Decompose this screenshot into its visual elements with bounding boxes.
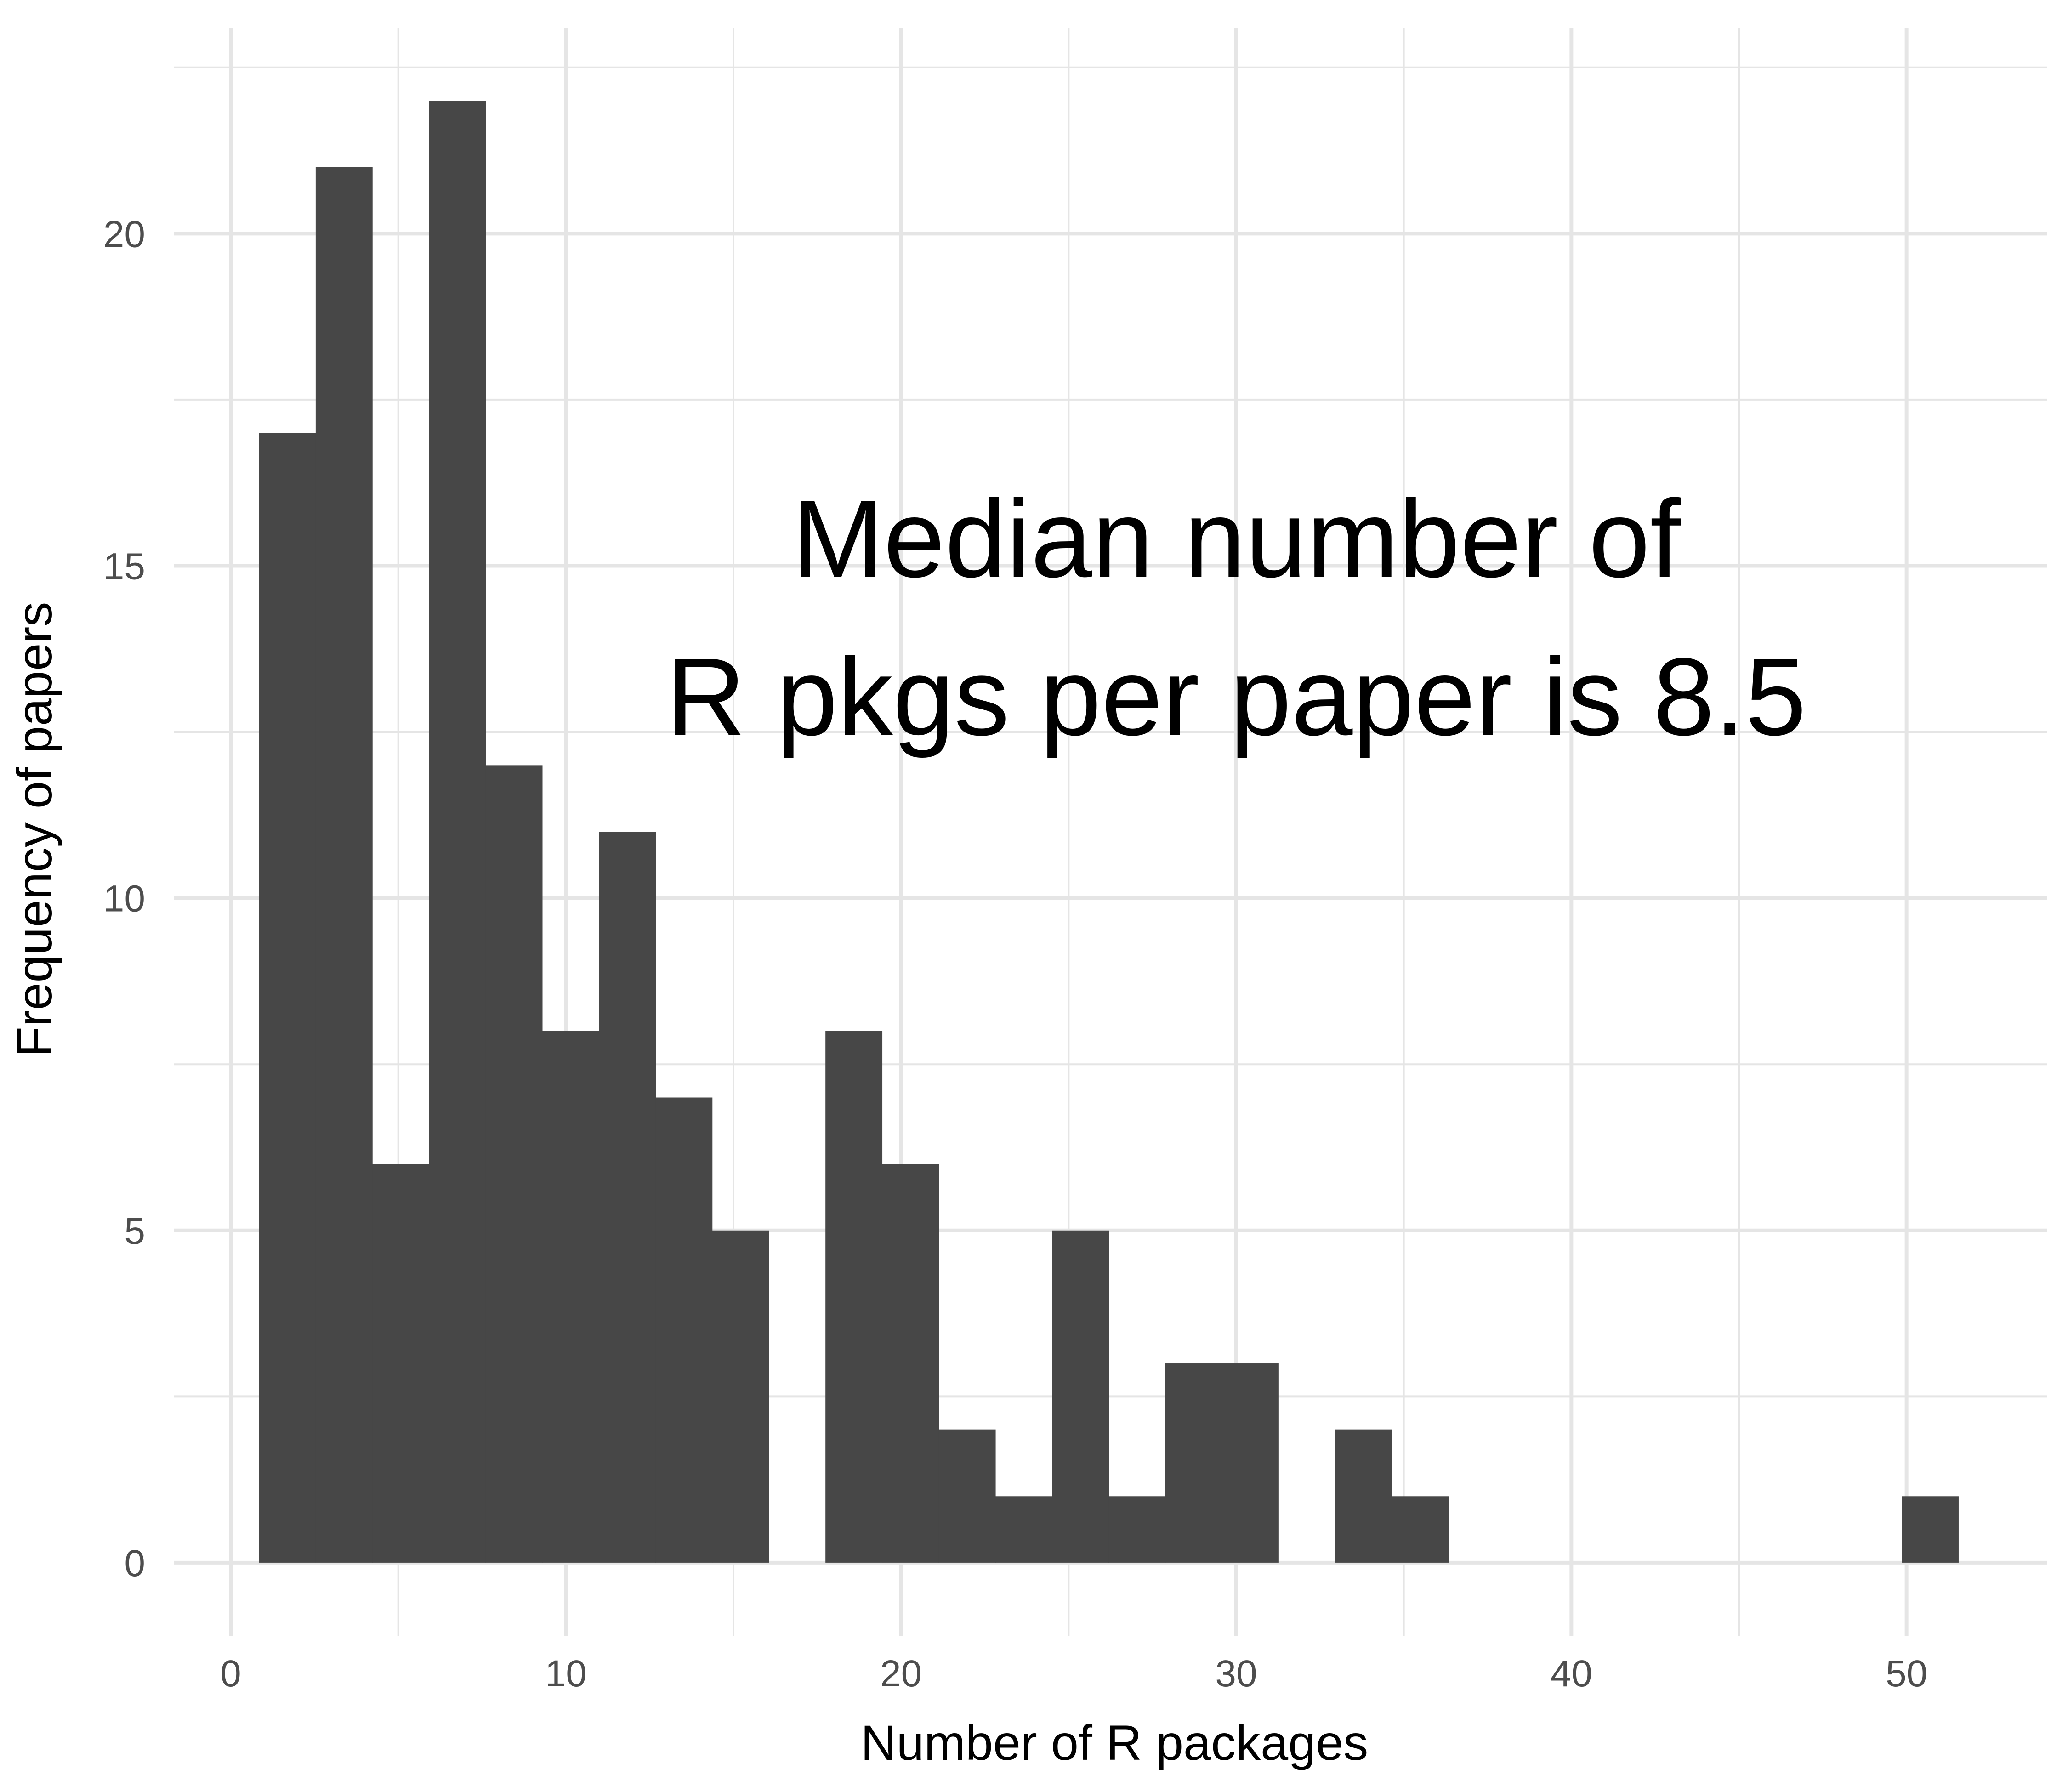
- x-tick-label: 0: [220, 1653, 241, 1695]
- histogram-bars: [259, 101, 1959, 1563]
- histogram-bar: [825, 1031, 883, 1563]
- x-axis-tick-labels: 0 10 20 30 40 50: [220, 1653, 1927, 1695]
- y-tick-label: 0: [124, 1542, 145, 1584]
- histogram-bar: [1052, 1230, 1109, 1563]
- histogram-bar: [1222, 1363, 1279, 1563]
- histogram-bar: [938, 1429, 996, 1563]
- y-tick-label: 5: [124, 1210, 145, 1252]
- histogram-bar: [655, 1097, 713, 1563]
- histogram-bar: [1165, 1363, 1222, 1563]
- histogram-bar: [1392, 1496, 1449, 1563]
- y-axis-tick-labels: 0 5 10 15 20: [103, 213, 145, 1584]
- histogram-bar: [599, 832, 656, 1563]
- median-annotation-line-2: R pkgs per paper is 8.5: [666, 635, 1806, 758]
- histogram-bar: [995, 1496, 1052, 1563]
- y-tick-label: 10: [103, 878, 145, 920]
- histogram-bar: [712, 1230, 769, 1563]
- x-tick-label: 50: [1886, 1653, 1927, 1695]
- histogram-bar: [882, 1164, 939, 1563]
- histogram-bar: [1335, 1429, 1392, 1563]
- y-tick-label: 20: [103, 213, 145, 255]
- x-tick-label: 20: [880, 1653, 922, 1695]
- x-tick-label: 10: [545, 1653, 587, 1695]
- histogram-bar: [429, 101, 486, 1563]
- median-annotation: Median number of R pkgs per paper is 8.5: [666, 477, 1806, 758]
- median-annotation-line-1: Median number of: [792, 477, 1682, 600]
- minor-gridlines: [174, 28, 2047, 1636]
- x-tick-label: 30: [1215, 1653, 1257, 1695]
- histogram-bar: [542, 1031, 599, 1563]
- histogram-bar: [1902, 1496, 1959, 1563]
- histogram-bar: [485, 765, 543, 1563]
- y-axis-title: Frequency of papers: [6, 602, 62, 1057]
- histogram-bar: [259, 433, 316, 1563]
- histogram-bar: [372, 1164, 429, 1563]
- histogram-bar: [1108, 1496, 1166, 1563]
- histogram-bar: [315, 167, 373, 1563]
- x-tick-label: 40: [1551, 1653, 1592, 1695]
- y-tick-label: 15: [103, 545, 145, 587]
- x-axis-title: Number of R packages: [861, 1715, 1369, 1770]
